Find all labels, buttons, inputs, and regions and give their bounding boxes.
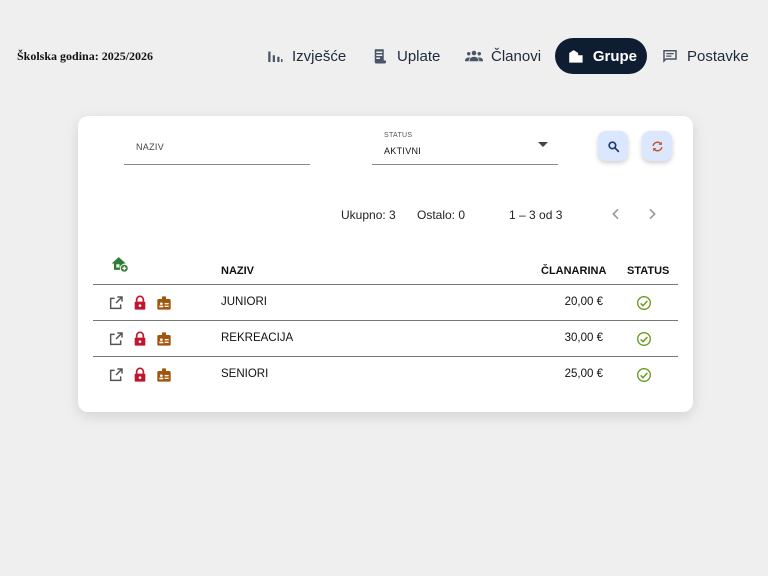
- app-header: Školska godina: 2025/2026 Izvješće Uplat…: [0, 36, 768, 76]
- bar-chart-icon: [268, 51, 283, 62]
- member-card-icon[interactable]: [156, 331, 172, 347]
- open-external-icon[interactable]: [108, 295, 124, 311]
- column-header-status: STATUS: [627, 265, 670, 277]
- previous-page-button[interactable]: [608, 206, 624, 222]
- nav-uplate-label: Uplate: [397, 47, 441, 65]
- status-check-icon: [637, 296, 651, 310]
- group-fee: 30,00 €: [564, 332, 603, 344]
- nav-izvjesce[interactable]: Izvješće: [256, 38, 356, 74]
- status-select-label: STATUS: [384, 132, 413, 139]
- group-name: REKREACIJA: [221, 332, 294, 344]
- main-nav: Izvješće Uplate Članovi Grupe Postavke: [0, 38, 768, 74]
- building-icon: [569, 50, 583, 63]
- open-external-icon[interactable]: [108, 331, 124, 347]
- nav-izvjesce-label: Izvješće: [292, 47, 347, 65]
- receipt-icon: [374, 49, 386, 64]
- refresh-button[interactable]: [642, 131, 672, 161]
- lock-icon[interactable]: [132, 295, 148, 311]
- group-fee: 20,00 €: [564, 296, 603, 308]
- table-row: REKREACIJA 30,00 €: [93, 321, 678, 357]
- refresh-icon: [651, 141, 663, 151]
- group-fee: 25,00 €: [564, 368, 603, 380]
- lock-icon[interactable]: [132, 367, 148, 383]
- school-year: Školska godina: 2025/2026: [17, 49, 154, 63]
- nav-postavke[interactable]: Postavke: [651, 38, 759, 74]
- remaining-count: Ostalo: 0: [417, 208, 466, 222]
- column-header-fee: ČLANARINA: [541, 265, 607, 277]
- chevron-down-icon: [538, 142, 548, 147]
- next-page-button[interactable]: [644, 206, 660, 222]
- status-select[interactable]: STATUS AKTIVNI: [372, 128, 558, 165]
- nav-grupe-label: Grupe: [592, 47, 637, 65]
- member-card-icon[interactable]: [156, 295, 172, 311]
- nav-clanovi-label: Članovi: [491, 47, 542, 65]
- status-select-value: AKTIVNI: [384, 146, 422, 156]
- page-range: 1 – 3 od 3: [509, 208, 563, 222]
- status-check-icon: [637, 368, 651, 382]
- settings-chat-icon: [663, 50, 677, 63]
- total-count: Ukupno: 3: [341, 208, 396, 222]
- status-check-icon: [637, 332, 651, 346]
- nav-grupe[interactable]: Grupe: [555, 38, 647, 74]
- nav-clanovi[interactable]: Članovi: [455, 38, 551, 74]
- table-row: JUNIORI 20,00 €: [93, 285, 678, 321]
- nav-postavke-label: Postavke: [687, 47, 749, 65]
- lock-icon[interactable]: [132, 331, 148, 347]
- add-group-icon[interactable]: [110, 254, 129, 273]
- groups-card: NAZIV STATUS AKTIVNI Ukupno: 3 Ostalo: 0…: [78, 116, 693, 412]
- search-button[interactable]: [598, 131, 628, 161]
- member-card-icon[interactable]: [156, 367, 172, 383]
- group-name: SENIORI: [221, 368, 269, 380]
- column-header-name: NAZIV: [221, 265, 254, 277]
- nav-uplate[interactable]: Uplate: [361, 38, 450, 74]
- table-row: SENIORI 25,00 €: [93, 357, 678, 393]
- groups-table: NAZIV ČLANARINA STATUS JUNIORI 20,00 € R…: [93, 250, 678, 393]
- people-icon: [465, 50, 483, 62]
- open-external-icon[interactable]: [108, 367, 124, 383]
- table-header: NAZIV ČLANARINA STATUS: [93, 250, 678, 285]
- group-name: JUNIORI: [221, 296, 267, 308]
- name-filter-placeholder: NAZIV: [136, 142, 165, 152]
- search-icon: [607, 140, 619, 152]
- name-filter-input[interactable]: NAZIV: [124, 134, 310, 165]
